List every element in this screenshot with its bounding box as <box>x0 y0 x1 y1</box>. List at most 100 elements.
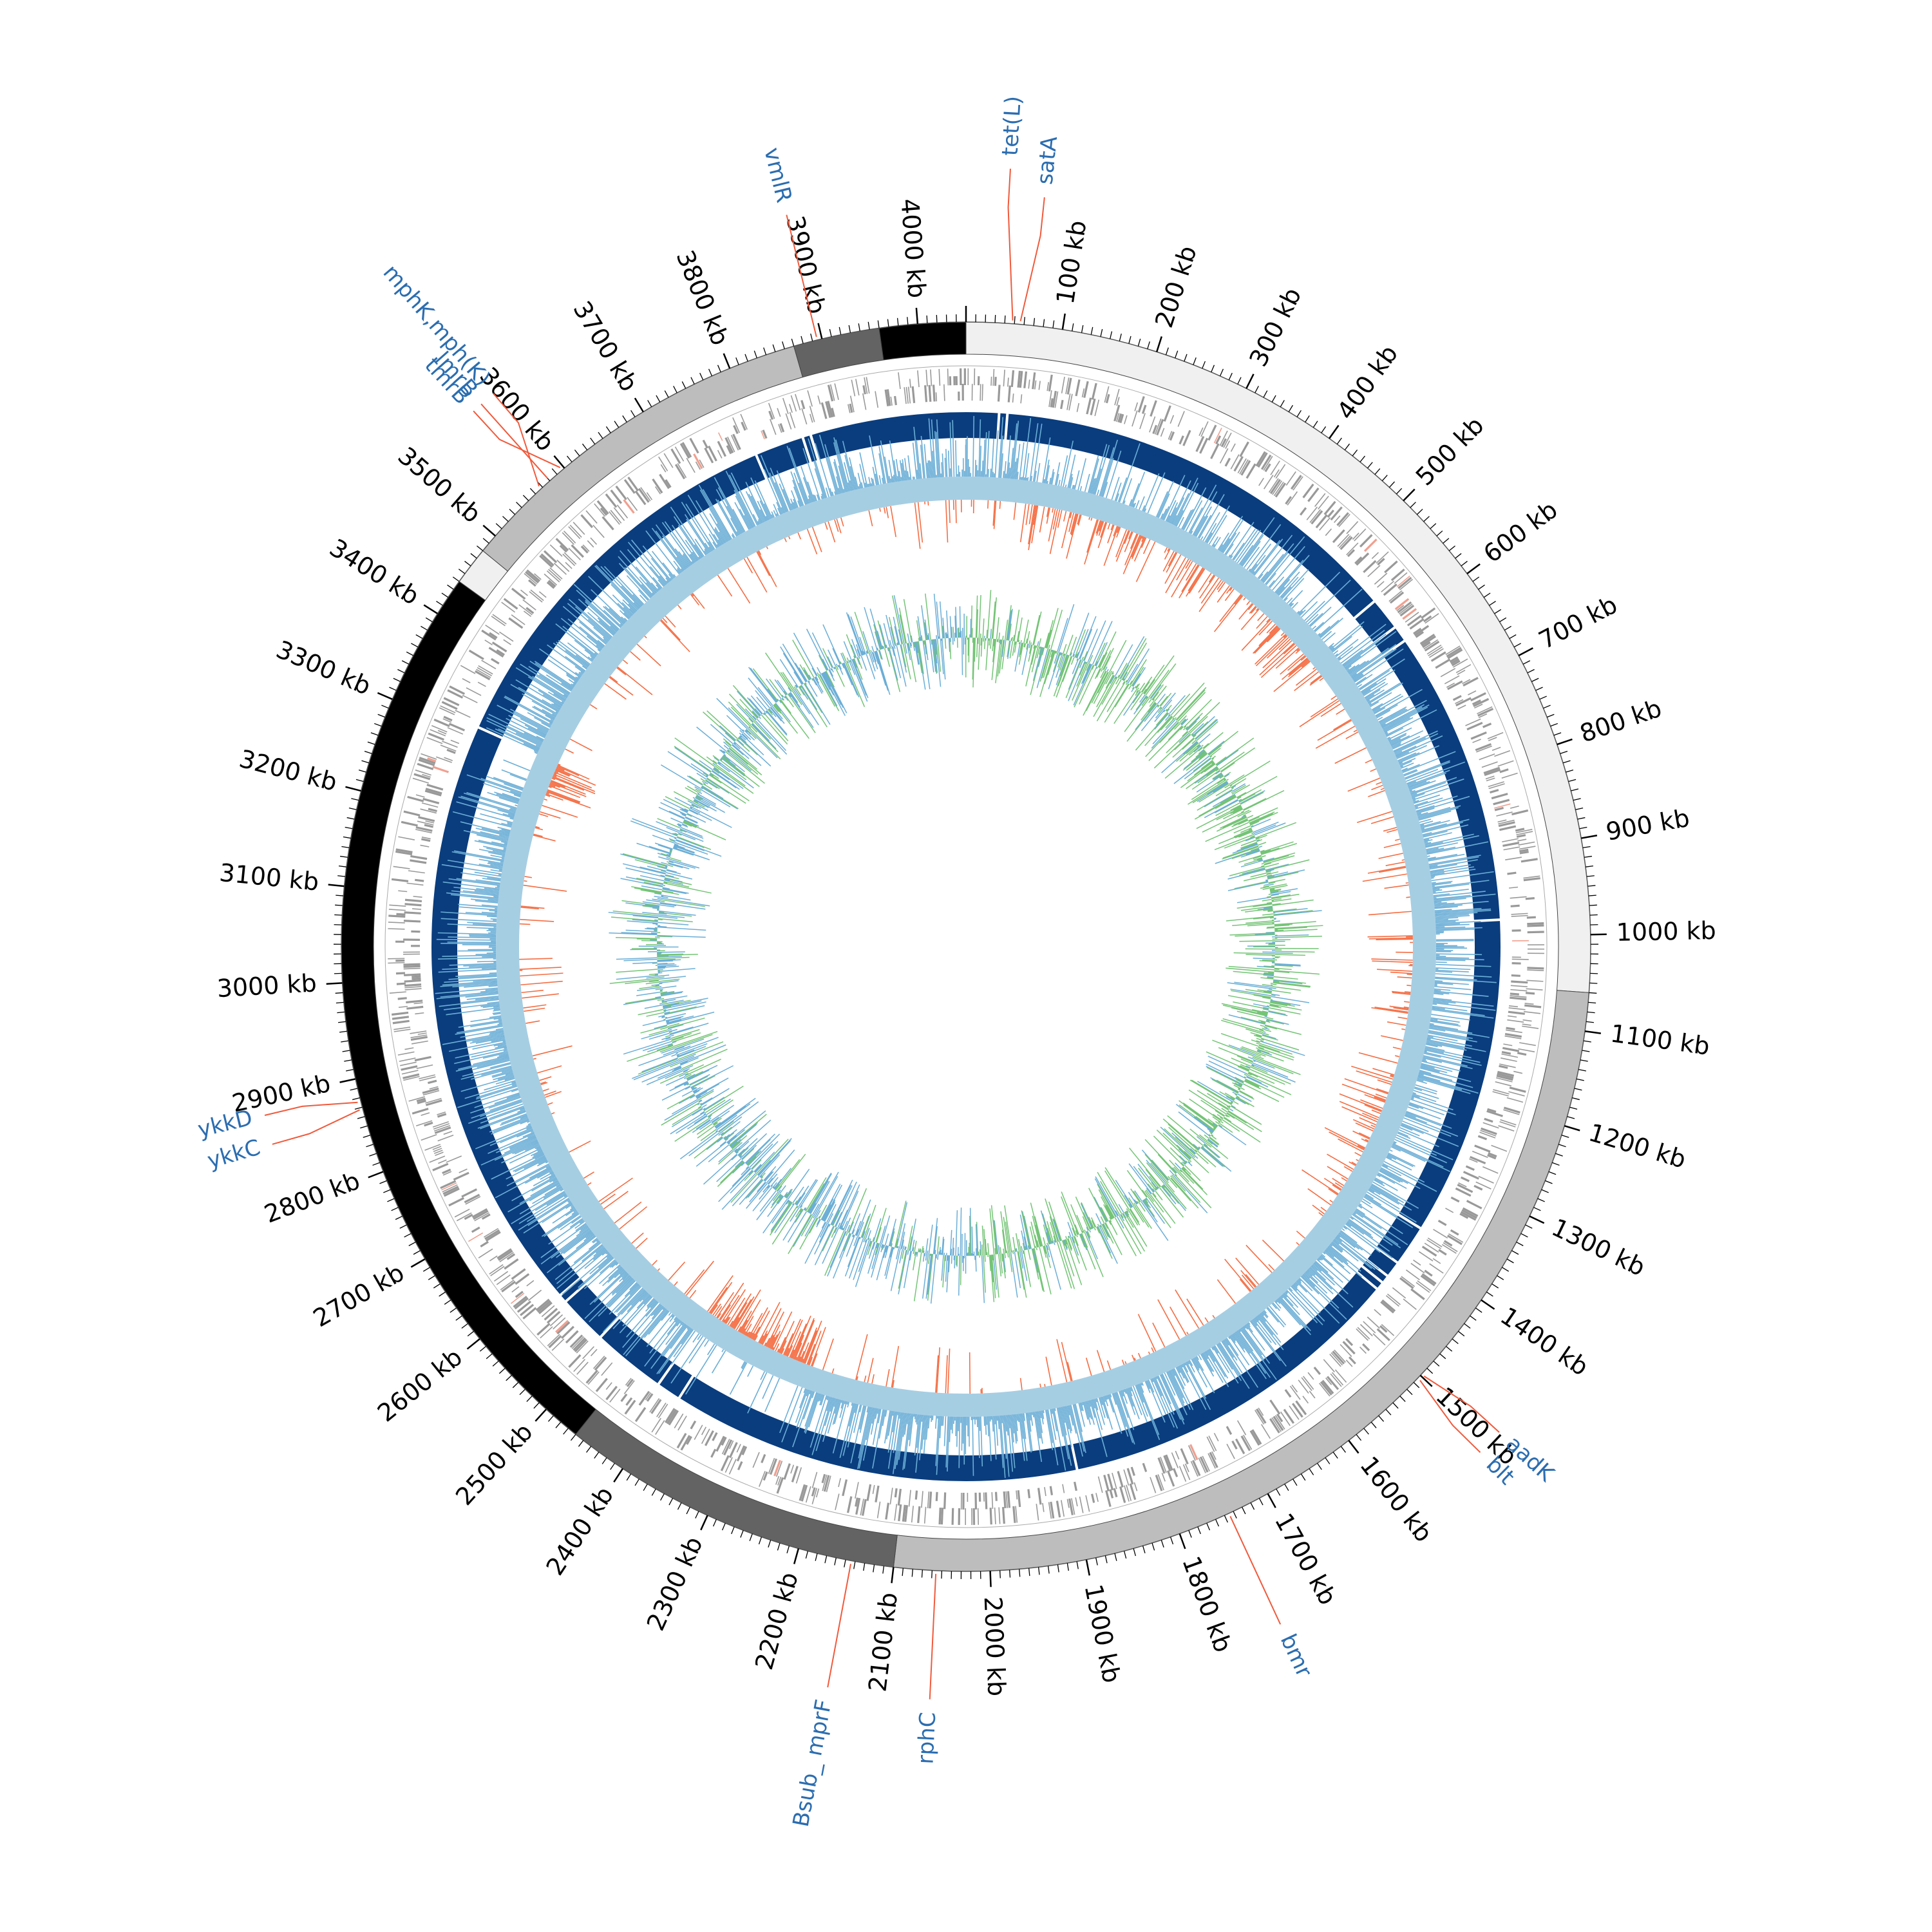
cds-bar <box>689 437 699 454</box>
gc-skew-bar <box>1238 819 1249 826</box>
gc-content-bar <box>1380 1168 1408 1184</box>
gc-content-bar <box>1006 435 1011 478</box>
minor-tick <box>1580 1059 1588 1062</box>
gc-content-bar <box>1217 585 1230 603</box>
cds-bar <box>422 797 440 804</box>
gc-skew-bar <box>1225 1113 1230 1118</box>
gc-content-bar <box>1130 533 1137 549</box>
gc-skew-bar <box>1265 870 1272 873</box>
gc-skew-bar <box>1268 972 1274 974</box>
gc-content-bar <box>888 476 891 483</box>
gc-skew-bar <box>1267 976 1274 978</box>
gc-content-bar <box>520 1108 525 1111</box>
gc-content-bar <box>469 1036 505 1044</box>
gc-content-bar <box>1371 784 1383 791</box>
cds-bar <box>1494 806 1504 811</box>
gc-content-bar <box>610 625 618 632</box>
minor-tick <box>634 1479 639 1486</box>
cds-bar <box>663 453 674 468</box>
cds-bar <box>513 1295 527 1308</box>
gc-content-bar <box>1410 782 1446 795</box>
cds-bar <box>1505 857 1522 860</box>
gc-content-bar <box>1003 461 1007 478</box>
gc-skew-bar <box>1231 791 1234 793</box>
cds-bar <box>834 383 839 400</box>
gc-content-bar <box>1396 744 1427 759</box>
gc-content-bar <box>540 1224 587 1258</box>
gc-content-bar <box>1362 1198 1371 1205</box>
gc-skew-bar <box>1226 1112 1255 1130</box>
minor-tick <box>358 770 366 773</box>
cds-bar <box>1260 1424 1271 1439</box>
gc-content-bar <box>579 621 607 645</box>
gc-content-bar <box>759 1335 764 1343</box>
cds-bar <box>403 965 421 968</box>
gc-content-bar <box>1286 1289 1318 1323</box>
gc-content-bar <box>1184 1363 1186 1366</box>
minor-tick <box>364 750 372 754</box>
gc-content-bar <box>551 1112 555 1115</box>
gc-skew-bar <box>1245 810 1252 815</box>
gc-content-bar <box>1434 992 1444 995</box>
gc-content-bar <box>1207 1349 1216 1362</box>
gc-content-bar <box>1331 647 1335 651</box>
gc-skew-bar <box>1032 647 1043 681</box>
gc-skew-bar <box>1213 1127 1217 1130</box>
gc-content-bar <box>1110 1394 1112 1397</box>
gc-content-bar <box>878 446 886 484</box>
gc-content-bar <box>916 469 919 479</box>
minor-tick <box>1464 1323 1471 1329</box>
minor-tick <box>686 1506 690 1515</box>
cds-bar <box>1508 1005 1519 1008</box>
gc-content-bar <box>1340 1231 1372 1256</box>
gc-content-bar <box>1405 761 1450 780</box>
gc-content-bar <box>842 440 856 490</box>
gc-skew-bar <box>1198 783 1229 803</box>
cds-bar <box>415 794 425 798</box>
gc-content-bar <box>825 488 829 497</box>
gc-content-bar <box>617 666 653 696</box>
gc-content-bar <box>477 1059 510 1068</box>
gc-content-bar <box>1320 1207 1327 1212</box>
gc-content-bar <box>1239 1278 1251 1293</box>
gc-skew-bar <box>1129 680 1133 685</box>
gc-content-bar <box>1269 625 1278 634</box>
cds-bar <box>388 922 405 923</box>
minor-tick <box>1567 1116 1575 1119</box>
gc-skew-bar <box>1212 773 1222 781</box>
gc-content-bar <box>1367 866 1406 874</box>
cds-bar <box>435 756 452 763</box>
cds-bar <box>1515 828 1525 832</box>
gc-content-bar <box>902 1412 907 1437</box>
gc-content-bar <box>1135 500 1140 509</box>
gc-content-bar <box>553 703 562 709</box>
gc-skew-bar <box>1073 654 1075 658</box>
cds-bar <box>1109 1489 1114 1499</box>
cds-bar <box>777 1476 782 1486</box>
gc-content-bar <box>1273 1302 1280 1311</box>
gc-content-bar <box>702 489 732 540</box>
gc-skew-bar <box>1220 1121 1224 1124</box>
cds-bar <box>1264 475 1274 489</box>
cds-bar <box>702 439 708 449</box>
cds-bar <box>1318 1383 1331 1397</box>
gc-content-bar <box>1211 536 1218 547</box>
gc-content-bar <box>1132 503 1135 507</box>
gc-content-bar <box>936 431 940 478</box>
gc-content-bar <box>549 784 556 788</box>
gc-content-bar <box>1387 737 1390 739</box>
gc-content-bar <box>574 666 585 674</box>
gc-skew-bar <box>1189 1098 1222 1122</box>
cds-bar <box>938 368 941 386</box>
gc-content-bar <box>1019 1378 1023 1390</box>
gc-content-bar <box>493 1012 501 1016</box>
gc-content-bar <box>1427 1034 1458 1041</box>
gc-content-bar <box>506 724 543 744</box>
gc-content-bar <box>741 1299 761 1334</box>
gc-content-bar <box>608 1266 622 1279</box>
contig-gap <box>562 1281 589 1305</box>
tick-label: 2000 kb <box>979 1596 1011 1697</box>
gc-content-bar <box>1086 519 1098 553</box>
gc-skew-bar <box>1262 913 1274 916</box>
gc-content-bar <box>1389 1005 1409 1010</box>
